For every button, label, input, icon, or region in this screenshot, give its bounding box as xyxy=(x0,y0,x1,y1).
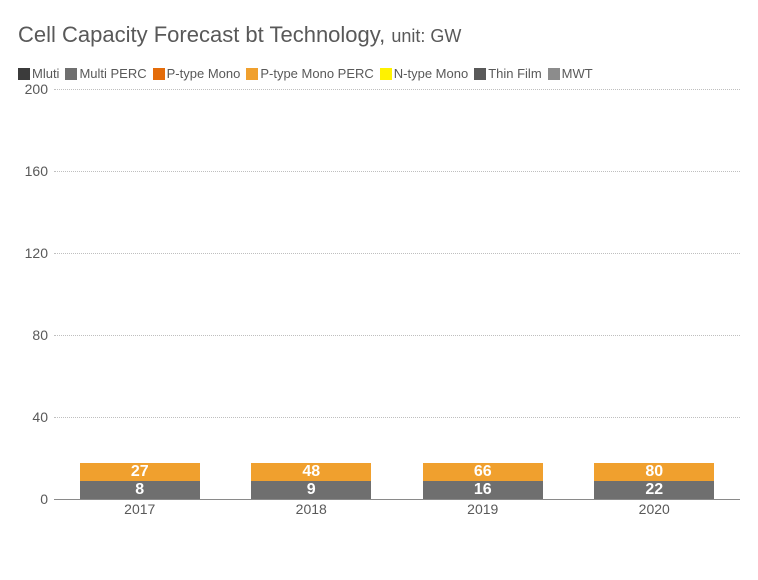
legend-swatch-icon xyxy=(153,68,165,80)
bar-segment-multi_perc: 22 xyxy=(594,481,714,499)
bar-segment-multi_perc: 16 xyxy=(423,481,543,499)
grid-line xyxy=(54,335,740,336)
grid-line xyxy=(54,499,740,500)
legend-label: P-type Mono xyxy=(167,66,241,81)
legend-label: Thin Film xyxy=(488,66,541,81)
legend-label: Mluti xyxy=(32,66,59,81)
legend-swatch-icon xyxy=(246,68,258,80)
legend-label: Multi PERC xyxy=(79,66,146,81)
bar-segment-ptype_perc: 80 xyxy=(594,463,714,481)
bar-segment-multi_perc: 8 xyxy=(80,481,200,499)
x-tick-label: 2019 xyxy=(423,501,543,529)
bar-segment-ptype_perc: 66 xyxy=(423,463,543,481)
legend-label: P-type Mono PERC xyxy=(260,66,373,81)
y-tick-label: 80 xyxy=(18,327,48,343)
grid-line xyxy=(54,417,740,418)
legend: Mluti Multi PERC P-type Mono P-type Mono PE… xyxy=(18,66,740,81)
x-axis-labels: 2017 2018 2019 2020 xyxy=(54,501,740,529)
grid-line xyxy=(54,253,740,254)
chart-title: Cell Capacity Forecast bt Technology, un… xyxy=(18,22,740,48)
legend-swatch-icon xyxy=(548,68,560,80)
y-tick-label: 0 xyxy=(18,491,48,507)
plot-area: 82794816662280 04080120160200 xyxy=(54,89,740,499)
bar-column: 948 xyxy=(251,463,371,499)
bar-column: 827 xyxy=(80,463,200,499)
legend-item-ptype_perc: P-type Mono PERC xyxy=(246,66,373,81)
legend-item-mwt: MWT xyxy=(548,66,593,81)
legend-item-mluti: Mluti xyxy=(18,66,59,81)
x-tick-label: 2018 xyxy=(251,501,371,529)
bar-column: 1666 xyxy=(423,463,543,499)
legend-item-multi_perc: Multi PERC xyxy=(65,66,146,81)
bars-group: 827 948 1666 2280 xyxy=(54,89,740,499)
chart-area: 82794816662280 04080120160200 2017201820… xyxy=(54,89,740,529)
legend-swatch-icon xyxy=(380,68,392,80)
bar-column: 2280 xyxy=(594,463,714,499)
y-tick-label: 160 xyxy=(18,163,48,179)
chart-container: Cell Capacity Forecast bt Technology, un… xyxy=(0,0,758,580)
bar-segment-multi_perc: 9 xyxy=(251,481,371,499)
legend-label: N-type Mono xyxy=(394,66,468,81)
legend-item-thin_film: Thin Film xyxy=(474,66,541,81)
bar-segment-ptype_perc: 48 xyxy=(251,463,371,481)
legend-swatch-icon xyxy=(18,68,30,80)
bar-segment-ptype_perc: 27 xyxy=(80,463,200,481)
legend-item-ptype_mono: P-type Mono xyxy=(153,66,241,81)
x-tick-label: 2017 xyxy=(80,501,200,529)
title-main: Cell Capacity Forecast bt Technology, xyxy=(18,22,391,47)
y-tick-label: 200 xyxy=(18,81,48,97)
legend-item-ntype_mono: N-type Mono xyxy=(380,66,468,81)
y-tick-label: 120 xyxy=(18,245,48,261)
legend-swatch-icon xyxy=(474,68,486,80)
x-tick-label: 2020 xyxy=(594,501,714,529)
legend-swatch-icon xyxy=(65,68,77,80)
grid-line xyxy=(54,171,740,172)
y-tick-label: 40 xyxy=(18,409,48,425)
legend-label: MWT xyxy=(562,66,593,81)
grid-line xyxy=(54,89,740,90)
title-unit: unit: GW xyxy=(391,26,461,46)
